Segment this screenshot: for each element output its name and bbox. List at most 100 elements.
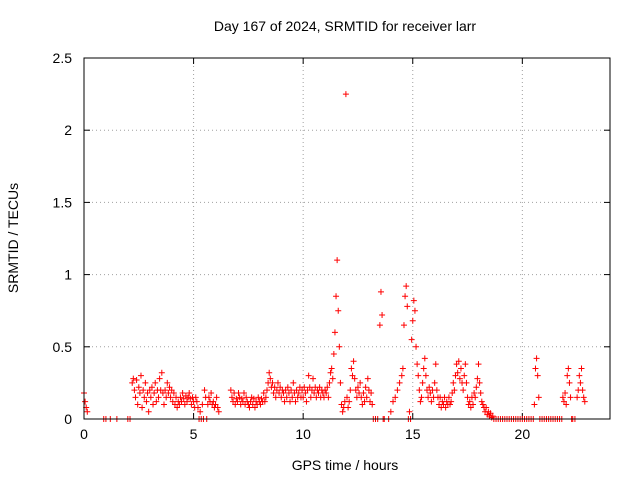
plot-frame	[83, 57, 611, 420]
data-point	[479, 401, 486, 408]
data-point	[147, 394, 154, 401]
data-point	[565, 365, 572, 372]
data-point	[361, 398, 368, 405]
data-point	[142, 379, 149, 386]
data-point	[417, 398, 424, 405]
data-point	[160, 401, 167, 408]
data-point	[369, 401, 376, 408]
data-point	[323, 390, 330, 397]
y-tick-label: 2	[64, 122, 72, 138]
data-point	[84, 408, 91, 415]
data-point	[287, 398, 294, 405]
data-point	[201, 387, 208, 394]
data-point	[354, 384, 361, 391]
data-point	[348, 365, 355, 372]
data-point	[164, 379, 171, 386]
data-point	[272, 394, 279, 401]
data-point	[476, 379, 483, 386]
data-point	[416, 387, 423, 394]
data-point	[413, 343, 420, 350]
data-point	[410, 297, 417, 304]
data-point	[360, 390, 367, 397]
data-point	[415, 372, 422, 379]
data-point	[447, 401, 454, 408]
data-point	[450, 379, 457, 386]
data-point	[577, 379, 584, 386]
data-point	[136, 390, 143, 397]
data-point	[477, 390, 484, 397]
data-point	[574, 394, 581, 401]
data-point	[418, 394, 425, 401]
data-point	[474, 375, 481, 382]
data-point	[326, 379, 333, 386]
data-point	[473, 384, 480, 391]
data-point	[234, 398, 241, 405]
data-point	[153, 398, 160, 405]
data-point	[334, 257, 341, 264]
y-tick-label: 0.5	[53, 339, 73, 355]
data-point	[460, 387, 467, 394]
data-point	[428, 398, 435, 405]
x-tick-label: 5	[190, 426, 198, 442]
data-point	[193, 398, 200, 405]
data-point	[576, 372, 583, 379]
data-point	[376, 322, 383, 329]
data-point	[145, 408, 152, 415]
chart-title: Day 167 of 2024, SRMTID for receiver lar…	[214, 18, 477, 34]
data-point	[240, 390, 247, 397]
data-point	[421, 355, 428, 362]
data-point	[478, 398, 485, 405]
data-point	[579, 387, 586, 394]
data-point	[451, 387, 458, 394]
data-point	[327, 369, 334, 376]
data-point	[466, 398, 473, 405]
x-axis-ticks: 0 5 10 15 20	[80, 58, 530, 442]
data-point	[197, 408, 204, 415]
data-point	[139, 404, 146, 411]
data-point	[215, 408, 222, 415]
data-point	[228, 394, 235, 401]
grid-lines	[84, 58, 610, 419]
data-point	[165, 390, 172, 397]
data-point	[408, 336, 415, 343]
data-point	[580, 394, 587, 401]
data-point	[264, 387, 271, 394]
data-point	[158, 369, 165, 376]
data-point	[357, 379, 364, 386]
data-point	[131, 387, 138, 394]
data-point	[156, 375, 163, 382]
data-point	[563, 401, 570, 408]
data-point	[177, 394, 184, 401]
data-point	[135, 384, 142, 391]
data-point	[581, 398, 588, 405]
data-point	[578, 365, 585, 372]
data-point	[394, 387, 401, 394]
data-point	[402, 293, 409, 300]
data-point	[399, 365, 406, 372]
data-point	[404, 303, 411, 310]
data-point	[390, 398, 397, 405]
data-point	[358, 394, 365, 401]
data-point	[463, 379, 470, 386]
data-point	[133, 377, 140, 384]
data-point	[559, 394, 566, 401]
data-point	[260, 390, 267, 397]
data-point	[199, 401, 206, 408]
data-point	[129, 379, 136, 386]
data-point	[471, 390, 478, 397]
data-point	[387, 408, 394, 415]
data-point	[392, 394, 399, 401]
data-point	[270, 390, 277, 397]
data-point	[310, 375, 317, 382]
data-point	[292, 398, 299, 405]
data-point	[535, 394, 542, 401]
data-point	[267, 375, 274, 382]
data-point	[532, 365, 539, 372]
data-point	[331, 329, 338, 336]
data-point	[411, 307, 418, 314]
data-point	[377, 288, 384, 295]
data-point	[235, 390, 242, 397]
data-point	[432, 361, 439, 368]
data-point	[208, 390, 215, 397]
